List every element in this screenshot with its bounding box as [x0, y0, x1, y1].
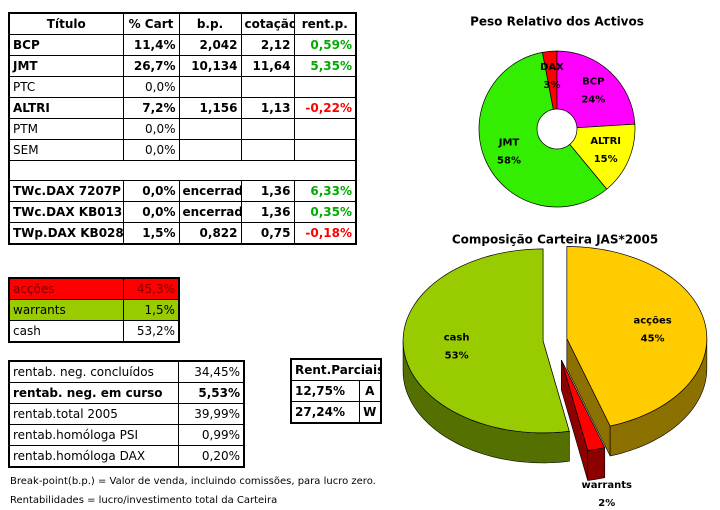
table-cell: 1,36: [240, 180, 295, 202]
value-label: 2%: [598, 498, 615, 509]
table-cell: rentab.homóloga PSI: [8, 424, 179, 446]
portfolio-table: Título% Cart b.p. cotação rent.p. BCP 11,4% 2,…: [8, 12, 357, 245]
table-cell: 0,75: [240, 222, 295, 245]
returns-table: rentab. neg. concluídos 34,45% rentab. neg…: [8, 360, 245, 468]
table-cell: encerrado: [178, 180, 242, 202]
table-cell: % Cart: [122, 12, 180, 35]
table-cell: 0,59%: [293, 34, 357, 56]
table-cell: 0,20%: [177, 445, 245, 468]
pie-slice: [566, 246, 708, 427]
table-cell: 11,64: [240, 55, 295, 77]
table-cell: rentab.homóloga DAX: [8, 445, 179, 468]
table-cell: 5,53%: [177, 382, 245, 404]
partial-returns-table: Rent.Parciais 12,75% A 27,24% W: [290, 358, 383, 424]
pie-slice: [556, 123, 636, 190]
table-cell: -0,18%: [293, 222, 357, 245]
pie-slice: [402, 248, 570, 434]
table-cell: Rent.Parciais: [290, 358, 382, 381]
slice-label: BCP: [582, 76, 604, 87]
table-cell: encerrado: [178, 201, 242, 223]
note: Break-point(b.p.) = Valor de venda, incl…: [10, 476, 376, 487]
slice-label: JMT: [498, 138, 520, 149]
allocation-table: acções 45,3% warrants 1,5% cash 53,2%: [8, 277, 180, 343]
table-row: Rent.Parciais: [290, 358, 382, 381]
table-cell: 1,5%: [122, 299, 180, 321]
slice-side: [587, 447, 606, 481]
table-cell: 10,134: [178, 55, 242, 77]
table-cell: 0,0%: [122, 201, 180, 223]
table-cell: 1,156: [178, 97, 242, 119]
table-row: rentab.homóloga DAX 0,20%: [8, 445, 245, 468]
note: Rentabilidades = lucro/investimento tota…: [10, 495, 278, 506]
table-cell: 34,45%: [177, 360, 245, 383]
table-cell: W: [358, 401, 382, 424]
table-cell: 27,24%: [290, 401, 360, 424]
table-cell: TWc.DAX KB013: [8, 201, 124, 223]
table-row: rentab.homóloga PSI 0,99%: [8, 424, 245, 446]
chart-title: Peso Relativo dos Activos: [470, 15, 644, 29]
value-label: 58%: [497, 156, 521, 167]
table-cell: 45,3%: [122, 277, 180, 300]
slice-label: ALTRI: [590, 136, 621, 147]
table-row: warrants 1,5%: [8, 299, 180, 321]
slice-label: warrants: [582, 480, 632, 491]
table-row: 12,75% A: [290, 380, 382, 402]
table-row: TWp.DAX KB028 1,5% 0,822 0,75 -0,18%: [8, 222, 357, 245]
table-cell: rentab.total 2005: [8, 403, 179, 425]
pie-slice: [561, 359, 606, 451]
table-cell: 0,35%: [293, 201, 357, 223]
table-row: rentab.total 2005 39,99%: [8, 403, 245, 425]
value-label: 15%: [594, 154, 618, 165]
table-row: SEM 0,0%: [8, 139, 357, 161]
value-label: 45%: [641, 334, 665, 345]
table-cell: A: [358, 380, 382, 402]
table-cell: JMT: [8, 55, 124, 77]
table-row: JMT 26,7% 10,134 11,64 5,35%: [8, 55, 357, 77]
table-cell: 5,35%: [293, 55, 357, 77]
value-label: 53%: [445, 350, 469, 361]
table-cell: warrants: [8, 299, 124, 321]
table-cell: rent.p.: [293, 12, 357, 35]
slice-label: cash: [444, 332, 470, 343]
table-cell: -0,22%: [293, 97, 357, 119]
table-cell: 0,0%: [122, 139, 180, 161]
slice-label: acções: [633, 316, 671, 327]
table-cell: acções: [8, 277, 124, 300]
table-cell: 0,99%: [177, 424, 245, 446]
table-row: cash 53,2%: [8, 320, 180, 343]
table-row: 27,24% W: [290, 401, 382, 424]
table-row: acções 45,3%: [8, 277, 180, 300]
value-label: 3%: [544, 80, 561, 91]
table-row: Título% Cart b.p. cotação rent.p.: [8, 12, 357, 35]
table-cell: TWc.DAX 7207P: [8, 180, 124, 202]
table-row: ALTRI 7,2% 1,156 1,13 -0,22%: [8, 97, 357, 119]
pie-slice: [556, 50, 636, 130]
value-label: 24%: [581, 94, 605, 105]
donut-hole: [536, 108, 578, 150]
table-cell: 53,2%: [122, 320, 180, 343]
chart-title: Composição Carteira JAS*2005: [452, 233, 658, 247]
table-cell: 1,5%: [122, 222, 180, 245]
table-row: BCP 11,4% 2,042 2,12 0,59%: [8, 34, 357, 56]
table-cell: TWp.DAX KB028: [8, 222, 124, 245]
table-cell: SEM: [8, 139, 124, 161]
table-cell: 0,822: [178, 222, 242, 245]
slice-label: DAX: [540, 62, 564, 73]
table-row: rentab. neg. em curso 5,53%: [8, 382, 245, 404]
